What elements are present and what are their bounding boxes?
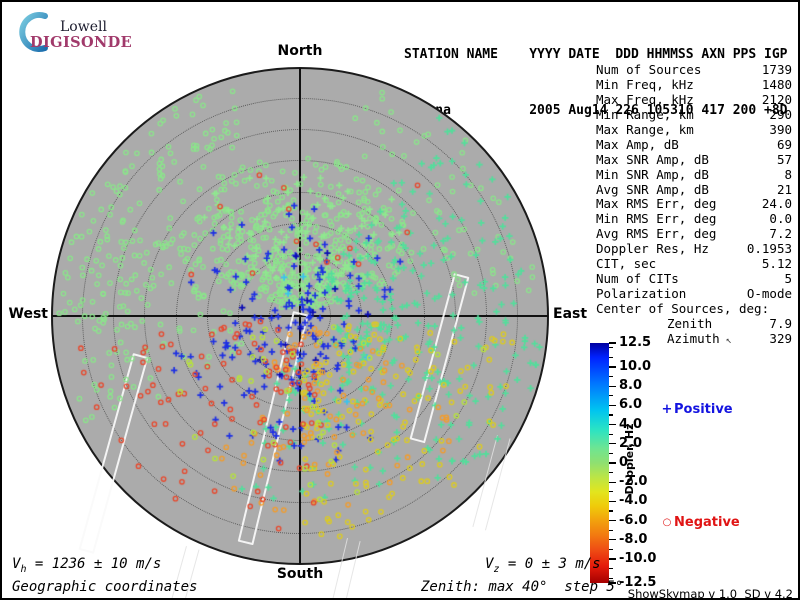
- compass-label-east: East: [553, 306, 588, 322]
- colorbar-tick-label: 4.0: [619, 416, 643, 432]
- plus-icon: +: [661, 402, 673, 417]
- colorbar-tick: [609, 539, 616, 541]
- colorbar-tick: [609, 443, 616, 445]
- colorbar-tick: [609, 424, 616, 426]
- colorbar-tick: [609, 582, 616, 584]
- azimuth-arrow-icon: ↖: [725, 334, 732, 346]
- info-rows: Num of Sources 1739 Min Freq, kHz 1480 Max F…: [596, 62, 792, 347]
- colorbar-tick-label: 10.0: [619, 359, 652, 374]
- version-label: ShowSkymap v 1.0 SD v 4.2: [627, 587, 793, 600]
- colorbar-minor-tick: [609, 347, 613, 349]
- colorbar-minor-tick: [609, 452, 613, 455]
- colorbar-tick: [609, 462, 616, 464]
- skymap-points-canvas: [51, 67, 549, 565]
- info-row: Max Range, km 390: [596, 121, 792, 137]
- info-row: Min Range, km 290: [596, 106, 792, 122]
- legend-negative: ○ Negative: [660, 515, 740, 530]
- legend-negative-label: Negative: [674, 515, 740, 530]
- colorbar-tick: [609, 342, 616, 344]
- colorbar-tick-label: 2.0: [619, 435, 643, 451]
- info-row: Min Freq, kHz 1480: [596, 76, 792, 92]
- info-row: Min SNR Amp, dB 8: [596, 166, 792, 182]
- info-row: Center of Sources, deg:: [596, 301, 770, 316]
- info-row: Polarization O-mode: [596, 286, 792, 302]
- colorbar-minor-tick: [609, 472, 613, 474]
- colorbar-tick: [609, 500, 616, 503]
- colorbar-tick-label: -4.0: [619, 493, 648, 509]
- doppler-axis-label: Doppler, Hz: [623, 423, 636, 495]
- info-row: Max Freq, kHz 2120: [596, 91, 792, 107]
- colorbar-tick-label: -10.0: [619, 551, 657, 566]
- colorbar-tick-label: 12.5: [619, 335, 652, 350]
- info-row: Max Amp, dB 69: [596, 136, 792, 152]
- info-row: Doppler Res, Hz 0.1953: [596, 241, 792, 257]
- info-row: Avg RMS Err, deg 7.2: [596, 226, 792, 242]
- colorbar-tick-label: 8.0: [619, 378, 643, 394]
- info-row: Max RMS Err, deg 24.0: [596, 196, 792, 212]
- colorbar-tick-label: -8.0: [619, 531, 648, 547]
- info-row: CIT, sec 5.12: [596, 256, 792, 272]
- colorbar-gradient: [590, 343, 609, 583]
- zenith-range-label: Zenith: max 40° step 5°: [421, 579, 624, 595]
- open-circle-icon: ○: [662, 517, 672, 528]
- colorbar-minor-tick: [609, 577, 613, 579]
- info-row: Num of Sources 1739: [596, 62, 792, 77]
- colorbar-minor-tick: [609, 491, 613, 493]
- info-row: Num of CITs 5: [596, 271, 792, 287]
- colorbar-tick: [609, 404, 616, 407]
- info-row: Avg SNR Amp, dB 21: [596, 181, 792, 197]
- colorbar-tick-label: 6.0: [619, 397, 643, 413]
- info-row: Min RMS Err, deg 0.0: [596, 211, 792, 227]
- vh-annotation: Vh = 1236 ± 10 m/s: [12, 556, 162, 575]
- colorbar-minor-tick: [609, 548, 613, 551]
- colorbar-tick: [609, 520, 616, 522]
- header-row-labels: STATION NAME YYYY DATE DDD HHMMSS AXN PP…: [404, 47, 788, 62]
- logo-crescent-icon: [19, 12, 48, 52]
- compass-label-south: South: [276, 566, 324, 582]
- digisonde-logo: Lowell DIGISONDE: [10, 6, 140, 56]
- info-panel: Num of Sources 1739 Min Freq, kHz 1480 Max F…: [596, 62, 792, 347]
- vz-annotation: Vz = 0 ± 3 m/s: [485, 556, 601, 575]
- colorbar-tick-label: 0: [619, 455, 629, 470]
- compass-label-north: North: [277, 43, 323, 59]
- colorbar-tick-label: -12.5: [619, 575, 657, 590]
- colorbar-minor-tick: [609, 510, 613, 512]
- colorbar-minor-tick: [609, 433, 613, 435]
- colorbar-minor-tick: [609, 414, 613, 416]
- colorbar-tick: [609, 385, 616, 387]
- info-row: Azimuth ↖ 329: [667, 330, 792, 346]
- colorbar-ticks: 12.5 10.0 8.0 6.0 4.0 2.0 0 -2.0 -4.0 -6.0 -8.0 -10…: [609, 335, 679, 590]
- colorbar-tick-label: -6.0: [619, 512, 648, 528]
- info-row: Max SNR Amp, dB 57: [596, 151, 792, 167]
- colorbar-minor-tick: [609, 356, 613, 359]
- logo-digisonde-text: DIGISONDE: [30, 34, 133, 51]
- colorbar-tick: [609, 366, 616, 368]
- skymap: [51, 67, 549, 598]
- colorbar-tick-label: -2.0: [619, 474, 648, 490]
- logo-lowell-text: Lowell: [60, 19, 107, 35]
- compass-label-west: West: [8, 306, 48, 322]
- colorbar-minor-tick: [609, 568, 613, 570]
- legend-positive-label: Positive: [674, 402, 733, 417]
- coordinate-system-label: Geographic coordinates: [12, 579, 198, 595]
- info-row: Zenith 7.9: [667, 315, 792, 331]
- colorbar-tick: [609, 558, 616, 560]
- colorbar-minor-tick: [609, 529, 613, 531]
- colorbar-minor-tick: [609, 395, 613, 397]
- colorbar-tick: [609, 481, 616, 483]
- legend-positive: + Positive: [660, 402, 733, 417]
- colorbar-minor-tick: [609, 376, 613, 378]
